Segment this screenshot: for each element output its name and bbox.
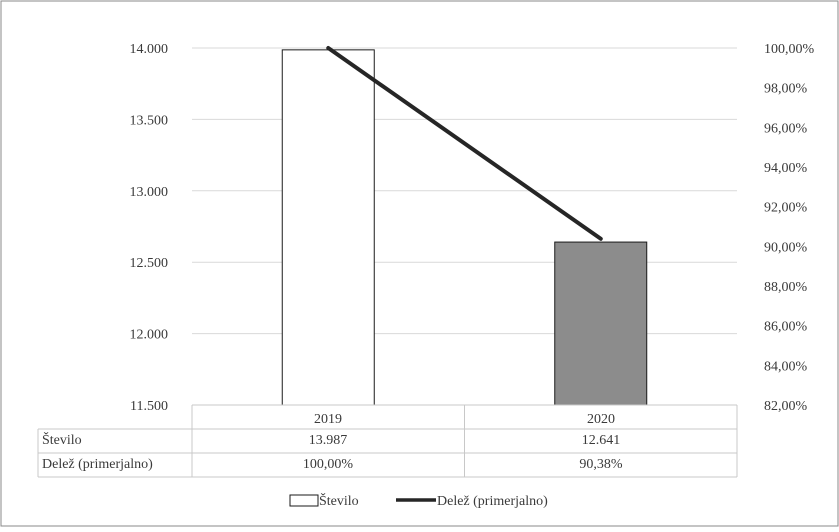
bar xyxy=(554,241,648,406)
table-cell-stevilo-2019: 13.987 xyxy=(309,433,348,448)
table-category-2019: 2019 xyxy=(314,412,342,427)
right-tick-label: 88,00% xyxy=(764,280,808,295)
left-tick-label: 11.500 xyxy=(130,399,168,414)
line-series xyxy=(326,46,603,241)
table-category-2020: 2020 xyxy=(587,412,615,427)
right-tick-label: 96,00% xyxy=(764,121,808,136)
right-tick-label: 100,00% xyxy=(764,42,815,57)
table-row-label-delez: Delež (primerjalno) xyxy=(42,457,153,472)
legend-label-stevilo: Število xyxy=(319,492,359,509)
left-tick-label: 13.000 xyxy=(130,185,169,200)
bar-series xyxy=(281,49,648,406)
table-cell-delez-2020: 90,38% xyxy=(579,457,623,472)
table-cell-delez-2019: 100,00% xyxy=(303,457,354,472)
legend-label-delez: Delež (primerjalno) xyxy=(437,494,548,509)
right-tick-label: 92,00% xyxy=(764,201,808,216)
right-axis: 82,00% 84,00% 86,00% 88,00% 90,00% 92,00% 94,0… xyxy=(764,42,815,414)
right-tick-label: 98,00% xyxy=(764,82,808,97)
line-path xyxy=(326,46,603,241)
left-tick-label: 14.000 xyxy=(130,42,169,57)
right-tick-label: 84,00% xyxy=(764,359,808,374)
left-tick-label: 12.500 xyxy=(130,256,169,271)
left-tick-label: 13.500 xyxy=(130,113,169,128)
right-tick-label: 94,00% xyxy=(764,161,808,176)
data-table: 2019 2020 Število 13.987 12.641 Delež (p… xyxy=(37,404,738,478)
bar xyxy=(281,49,375,406)
right-tick-label: 82,00% xyxy=(764,399,808,414)
right-tick-label: 90,00% xyxy=(764,240,808,255)
left-tick-label: 12.000 xyxy=(130,328,169,343)
table-row-label-stevilo: Število xyxy=(42,431,82,448)
left-axis: 11.500 12.000 12.500 13.000 13.500 14.000 xyxy=(130,42,169,414)
right-tick-label: 86,00% xyxy=(764,320,808,335)
table-cell-stevilo-2020: 12.641 xyxy=(582,433,621,448)
legend-swatch-stevilo xyxy=(289,494,319,507)
legend: Število Delež (primerjalno) xyxy=(289,492,548,509)
